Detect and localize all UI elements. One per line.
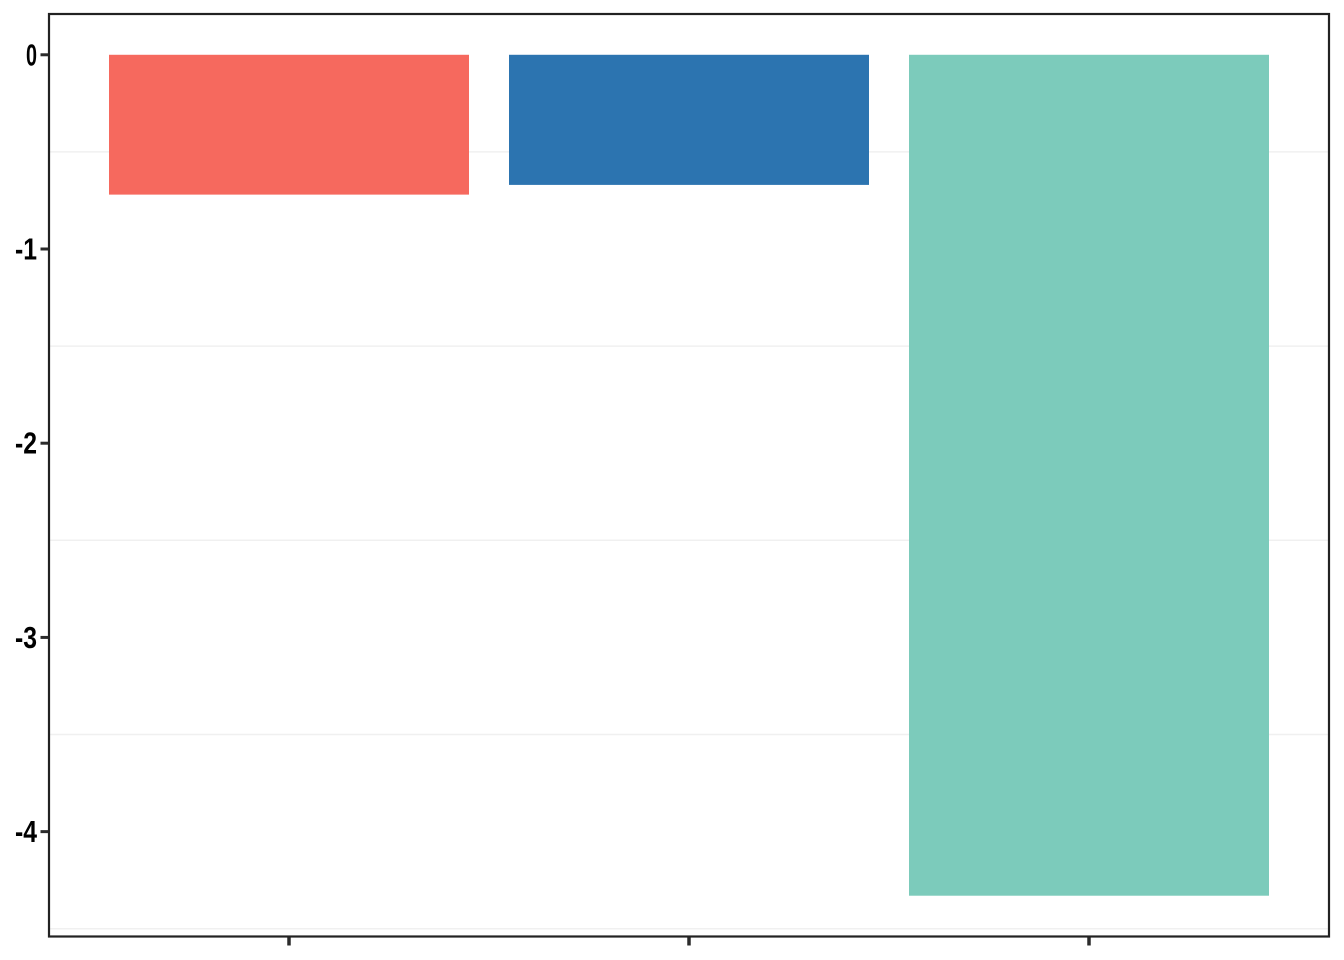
y-tick-label: 0	[26, 37, 37, 72]
panel-border	[47, 12, 1331, 938]
bars-group	[109, 54, 1269, 896]
y-tick-label: -3	[15, 620, 37, 655]
y-axis-tick-labels: 0 -1 -2 -3 -4	[15, 37, 38, 849]
y-axis-ticks	[40, 53, 49, 834]
y-tick-label: -4	[15, 814, 38, 849]
y-tick-label: -2	[15, 426, 37, 461]
teal-bar	[909, 54, 1269, 896]
x-axis-ticks	[287, 936, 1091, 946]
blue-bar	[509, 54, 869, 185]
y-tick-label: -1	[15, 231, 37, 266]
salmon-bar	[109, 54, 469, 195]
